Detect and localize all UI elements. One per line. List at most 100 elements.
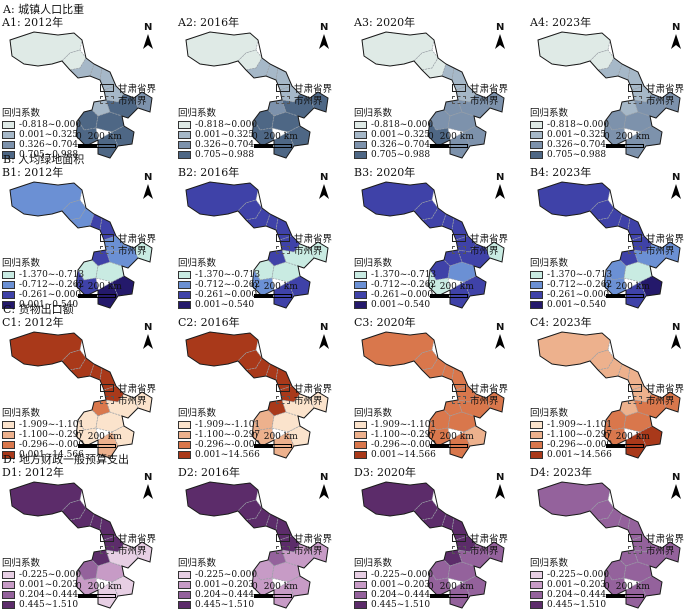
legend-class-label: -0.712~-0.262 xyxy=(371,280,437,290)
city-boundary-label: 市州界 xyxy=(294,246,323,257)
map-panel: A3: 2020年 N 甘肃省界 市州界 回归系数 -0.818~0.000 0.001~0… xyxy=(352,14,524,160)
scale-bar: 0 200 km xyxy=(76,582,122,600)
scale-label: 0 200 km xyxy=(252,282,298,292)
city-boundary-label: 市州界 xyxy=(646,546,675,557)
legend-swatch xyxy=(178,451,191,459)
legend-class: 0.705~0.988 xyxy=(530,150,609,160)
legend-province-boundary: 甘肃省界 xyxy=(276,232,332,245)
scale-bar-fill xyxy=(431,295,449,297)
legend-class-label: 0.001~0.325 xyxy=(19,130,79,140)
legend-class: -0.296~-0.000 xyxy=(178,440,260,450)
section-title: D: 地方财政一般预算支出 xyxy=(3,453,130,466)
scale-bar: 0 200 km xyxy=(604,582,650,600)
province-outline xyxy=(361,181,505,309)
legend-class: 0.326~0.704 xyxy=(178,140,257,150)
gansu-map xyxy=(9,31,153,159)
legend-swatch xyxy=(530,421,543,429)
scale-label: 0 200 km xyxy=(76,132,122,142)
city-boundary-label: 市州界 xyxy=(470,246,499,257)
scale-bar: 0 200 km xyxy=(428,132,474,150)
coefficient-legend: 回归系数 -0.225~0.000 0.001~0.203 0.204~0.444 0.… xyxy=(530,558,609,610)
legend-class-label: 0.326~0.704 xyxy=(371,140,431,150)
legend-class: -1.909~-1.101 xyxy=(354,420,436,430)
scale-zero: 0 xyxy=(252,282,258,292)
province-boundary-label: 甘肃省界 xyxy=(646,534,685,545)
legend-class: 0.001~0.325 xyxy=(354,130,433,140)
map-panel: B4: 2023年 N 甘肃省界 市州界 回归系数 -1.370~-0.713 -0.712… xyxy=(528,164,700,310)
scale-bar: 0 200 km xyxy=(76,132,122,150)
scale-bar: 0 200 km xyxy=(428,432,474,450)
legend-class: -1.370~-0.713 xyxy=(530,270,612,280)
legend-class: -0.818~0.000 xyxy=(178,120,257,130)
gansu-map xyxy=(185,31,329,159)
scale-distance: 200 km xyxy=(87,432,122,442)
province-boundary-swatch xyxy=(628,84,642,92)
province-boundary-label: 甘肃省界 xyxy=(118,534,157,545)
city-boundary-label: 市州界 xyxy=(646,246,675,257)
province-boundary-swatch xyxy=(100,234,114,242)
scale-label: 0 200 km xyxy=(76,432,122,442)
boundary-legend: 甘肃省界 市州界 xyxy=(100,82,156,107)
legend-class-label: 0.445~1.510 xyxy=(19,600,79,610)
legend-city-boundary: 市州界 xyxy=(276,394,332,407)
panel-label: B4: 2023年 xyxy=(530,166,592,179)
panel-label: C2: 2016年 xyxy=(178,316,240,329)
scale-distance: 200 km xyxy=(615,132,650,142)
province-boundary-label: 甘肃省界 xyxy=(646,384,685,395)
legend-class-label: -1.100~-0.297 xyxy=(547,430,613,440)
legend-class: -0.818~0.000 xyxy=(2,120,81,130)
legend-class-label: 0.001~0.325 xyxy=(371,130,431,140)
north-arrow-icon: N xyxy=(670,172,684,200)
legend-swatch xyxy=(2,601,15,609)
province-boundary-swatch xyxy=(452,384,466,392)
city-boundary-swatch xyxy=(628,246,642,254)
scale-bar: 0 200 km xyxy=(428,282,474,300)
city-boundary-label: 市州界 xyxy=(646,396,675,407)
scale-label: 0 200 km xyxy=(252,432,298,442)
province-boundary-swatch xyxy=(100,534,114,542)
map-panel: C1: 2012年 N 甘肃省界 市州界 回归系数 -1.909~-1.101 -1.100… xyxy=(0,314,172,460)
legend-class: -0.261~0.000 xyxy=(2,290,84,300)
map-panel: C3: 2020年 N 甘肃省界 市州界 回归系数 -1.909~-1.101 -1.100… xyxy=(352,314,524,460)
north-letter: N xyxy=(672,22,681,33)
boundary-legend: 甘肃省界 市州界 xyxy=(452,82,508,107)
legend-class-label: 0.001~0.540 xyxy=(195,300,255,310)
scale-distance: 200 km xyxy=(439,282,474,292)
legend-class: 0.204~0.444 xyxy=(530,590,609,600)
map-panel: D3: 2020年 N 甘肃省界 市州界 回归系数 -0.225~0.000 0.001~0… xyxy=(352,464,524,610)
legend-swatch xyxy=(354,441,367,449)
city-boundary-swatch xyxy=(452,246,466,254)
legend-province-boundary: 甘肃省界 xyxy=(628,232,685,245)
city-boundary-label: 市州界 xyxy=(294,96,323,107)
scale-bar-graphic xyxy=(430,294,468,298)
legend-class: 0.445~1.510 xyxy=(530,600,609,610)
north-arrow-icon: N xyxy=(142,172,156,200)
province-boundary-label: 甘肃省界 xyxy=(646,234,685,245)
province-outline xyxy=(537,481,681,609)
legend-class-label: -0.818~0.000 xyxy=(19,120,82,130)
panel-label: B3: 2020年 xyxy=(354,166,416,179)
scale-bar: 0 200 km xyxy=(252,132,298,150)
scale-label: 0 200 km xyxy=(76,282,122,292)
legend-swatch xyxy=(530,301,543,309)
legend-class-label: -0.261~0.000 xyxy=(195,290,258,300)
legend-swatch xyxy=(530,121,543,129)
coefficient-legend-title: 回归系数 xyxy=(178,258,217,269)
legend-swatch xyxy=(354,271,367,279)
north-arrow-icon: N xyxy=(670,322,684,350)
legend-class-label: 0.705~0.988 xyxy=(195,150,255,160)
legend-class-label: -1.909~-1.101 xyxy=(19,420,85,430)
legend-swatch xyxy=(178,131,191,139)
scale-bar-fill xyxy=(607,595,625,597)
scale-zero: 0 xyxy=(76,282,82,292)
legend-class: -1.909~-1.101 xyxy=(178,420,260,430)
legend-class: -1.100~-0.297 xyxy=(178,430,260,440)
section-title: A: 城镇人口比重 xyxy=(3,3,85,16)
legend-class-label: -1.370~-0.713 xyxy=(19,270,85,280)
province-boundary-swatch xyxy=(276,384,290,392)
scale-label: 0 200 km xyxy=(252,582,298,592)
legend-class: 0.204~0.444 xyxy=(178,590,257,600)
boundary-legend: 甘肃省界 市州界 xyxy=(628,382,685,407)
scale-bar-graphic xyxy=(430,144,468,148)
city-boundary-label: 市州界 xyxy=(470,396,499,407)
